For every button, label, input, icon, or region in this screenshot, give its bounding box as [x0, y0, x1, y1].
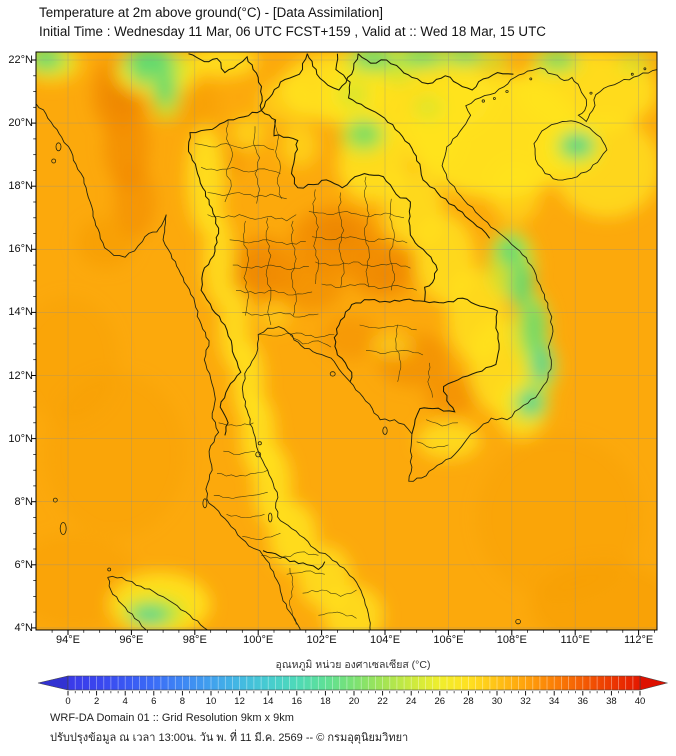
colorbar-right-arrow — [639, 675, 669, 691]
footer-domain-info: WRF-DA Domain 01 :: Grid Resolution 9km … — [50, 712, 294, 724]
province-borders — [194, 119, 458, 625]
colorbar-tick-label: 40 — [634, 696, 646, 707]
lat-tick-label: 20°N — [8, 117, 33, 130]
country-borders — [187, 53, 514, 571]
colorbar-tick-label: 12 — [234, 696, 245, 707]
lon-tick-label: 102°E — [306, 634, 337, 646]
colorbar-tick-label: 16 — [291, 696, 303, 707]
colorbar-tick-label: 8 — [179, 696, 186, 707]
lon-tick-label: 110°E — [560, 634, 590, 646]
map-frame — [35, 51, 658, 631]
colorbar-tick-label: 28 — [463, 696, 474, 707]
colorbar-tick-label: 30 — [491, 696, 503, 707]
colorbar-tick-label: 20 — [348, 696, 360, 707]
colorbar-tick-label: 2 — [93, 696, 100, 707]
lon-tick-label: 108°E — [496, 634, 527, 646]
lat-tick-label: 12°N — [8, 369, 33, 382]
colorbar-tick-label: 38 — [606, 696, 617, 707]
colorbar-tick-label: 14 — [262, 696, 274, 707]
lat-tick-label: 6°N — [14, 558, 33, 571]
colorbar-tick-label: 24 — [405, 696, 417, 707]
lat-tick-label: 4°N — [14, 621, 33, 634]
page-title: Temperature at 2m above ground(°C) - [Da… — [39, 5, 383, 20]
lon-tick-label: 100°E — [243, 634, 274, 646]
lat-tick-label: 8°N — [14, 495, 33, 508]
coastlines — [36, 67, 657, 630]
lat-tick-label: 22°N — [8, 54, 33, 66]
colorbar-left-arrow — [37, 675, 69, 691]
temperature-field — [36, 52, 657, 630]
lon-tick-label: 94°E — [56, 634, 80, 646]
colorbar-tick-label: 10 — [205, 696, 217, 707]
colorbar-tick-label: 0 — [65, 696, 71, 707]
footer-update-info: ปรับปรุงข้อมูล ณ เวลา 13:00น. วัน พ. ที่… — [50, 732, 409, 744]
colorbar-tick-label: 36 — [577, 696, 589, 707]
lat-tick-label: 10°N — [8, 432, 33, 445]
colorbar-tick-label: 6 — [151, 696, 157, 707]
page-subtitle: Initial Time : Wednesday 11 Mar, 06 UTC … — [39, 24, 546, 39]
axis-ticks — [31, 59, 655, 635]
lon-tick-label: 112°E — [623, 634, 654, 646]
lat-tick-label: 18°N — [8, 180, 33, 193]
lon-tick-label: 96°E — [119, 634, 144, 646]
colorbar-tick-label: 26 — [434, 696, 446, 707]
lat-tick-label: 14°N — [8, 306, 33, 319]
colorbar-tick-label: 18 — [320, 696, 331, 707]
colorbar-tick-label: 34 — [548, 696, 560, 707]
lon-tick-label: 106°E — [433, 634, 464, 646]
colorbar — [37, 675, 669, 696]
colorbar-tick-label: 22 — [377, 696, 388, 707]
colorbar-tick-label: 32 — [520, 696, 531, 707]
lon-tick-label: 98°E — [182, 634, 207, 646]
colorbar-label: อุณหภูมิ หน่วย องศาเซลเซียส (°C) — [275, 659, 431, 671]
lon-tick-label: 104°E — [369, 634, 401, 646]
lat-tick-label: 16°N — [8, 243, 33, 256]
colorbar-tick-label: 4 — [122, 696, 128, 707]
